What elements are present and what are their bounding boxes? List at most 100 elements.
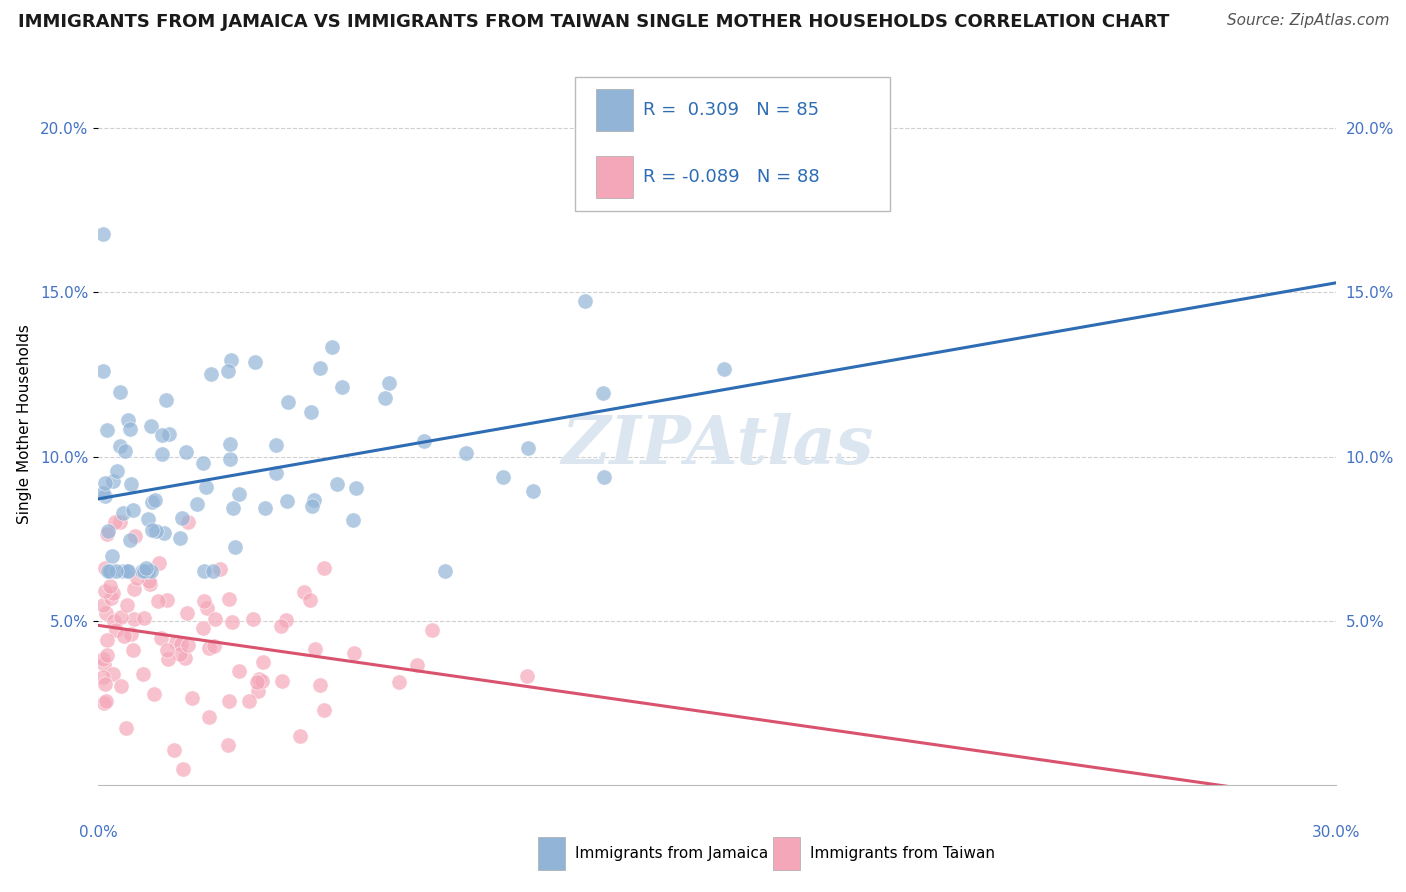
Point <box>93 657 115 672</box>
Point <box>713 361 735 376</box>
Point <box>176 638 198 652</box>
Point <box>120 422 142 436</box>
Point <box>270 618 292 632</box>
Point <box>149 632 172 646</box>
Point <box>221 615 243 629</box>
Point <box>172 762 194 776</box>
Point <box>191 621 214 635</box>
Point <box>176 444 198 458</box>
Point <box>124 529 146 543</box>
Point <box>200 367 222 381</box>
Point <box>98 579 121 593</box>
Point <box>117 598 139 612</box>
Point <box>97 524 120 538</box>
Point <box>193 594 215 608</box>
Point <box>195 600 218 615</box>
Point <box>201 565 224 579</box>
Point <box>219 353 242 368</box>
Point <box>228 664 250 678</box>
FancyBboxPatch shape <box>537 838 565 870</box>
Point <box>148 557 170 571</box>
Point <box>96 632 118 647</box>
Point <box>146 594 169 608</box>
Point <box>105 464 128 478</box>
Point <box>204 639 226 653</box>
Point <box>250 673 273 688</box>
Point <box>143 493 166 508</box>
Point <box>103 667 125 681</box>
Point <box>105 623 128 637</box>
Point <box>136 565 159 579</box>
Point <box>150 427 173 442</box>
Point <box>198 710 221 724</box>
FancyBboxPatch shape <box>575 77 890 211</box>
Point <box>309 361 332 376</box>
Point <box>242 612 264 626</box>
Point <box>516 441 538 455</box>
Point <box>96 423 118 437</box>
Point <box>222 500 245 515</box>
Point <box>108 439 131 453</box>
Point <box>104 515 127 529</box>
Point <box>288 729 311 743</box>
Point <box>253 501 276 516</box>
Point <box>374 391 396 405</box>
Point <box>172 510 194 524</box>
Point <box>246 683 269 698</box>
Point <box>155 593 177 607</box>
Point <box>91 364 114 378</box>
Point <box>135 560 157 574</box>
Point <box>101 549 124 564</box>
Point <box>118 533 141 547</box>
Point <box>219 451 242 466</box>
Text: Immigrants from Jamaica: Immigrants from Jamaica <box>575 847 768 861</box>
Point <box>141 523 163 537</box>
Point <box>314 560 336 574</box>
Point <box>111 506 134 520</box>
Point <box>170 637 193 651</box>
Point <box>117 413 139 427</box>
Point <box>277 395 299 409</box>
Point <box>122 582 145 596</box>
Point <box>145 524 167 539</box>
Point <box>574 293 596 308</box>
Point <box>264 466 287 480</box>
Point <box>94 489 117 503</box>
Point <box>264 438 287 452</box>
Point <box>94 561 117 575</box>
Point <box>98 565 121 579</box>
Y-axis label: Single Mother Households: Single Mother Households <box>17 324 32 524</box>
Point <box>115 721 138 735</box>
Point <box>593 470 616 484</box>
Point <box>94 475 117 490</box>
Point <box>218 693 240 707</box>
Point <box>152 447 174 461</box>
Point <box>218 592 240 607</box>
Point <box>274 614 297 628</box>
Point <box>191 457 214 471</box>
Text: R = -0.089   N = 88: R = -0.089 N = 88 <box>643 169 820 186</box>
Point <box>271 673 294 688</box>
Point <box>159 426 181 441</box>
Point <box>131 565 153 579</box>
Point <box>592 386 614 401</box>
Point <box>132 610 155 624</box>
Point <box>342 513 364 527</box>
Point <box>97 565 120 579</box>
Point <box>522 483 544 498</box>
Point <box>139 565 162 579</box>
Point <box>110 679 132 693</box>
Point <box>110 609 132 624</box>
Point <box>174 650 197 665</box>
Point <box>169 647 191 661</box>
Text: R =  0.309   N = 85: R = 0.309 N = 85 <box>643 101 818 120</box>
Point <box>117 565 139 579</box>
Point <box>96 527 118 541</box>
Point <box>105 565 128 579</box>
Point <box>110 384 132 399</box>
Point <box>120 627 142 641</box>
Point <box>326 476 349 491</box>
Point <box>153 525 176 540</box>
Point <box>276 493 298 508</box>
Point <box>94 694 117 708</box>
